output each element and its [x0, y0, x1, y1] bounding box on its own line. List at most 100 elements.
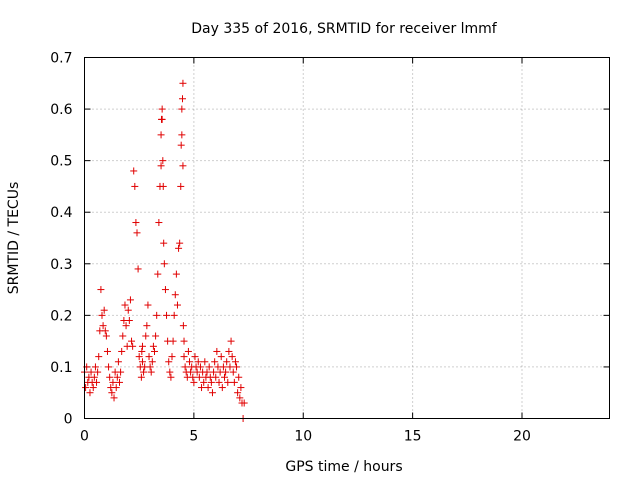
y-axis-label: SRMTID / TECUs: [6, 182, 22, 295]
data-point: [235, 373, 243, 381]
data-point: [159, 157, 167, 165]
data-point: [211, 358, 219, 366]
data-point: [155, 219, 163, 227]
data-point: [130, 167, 138, 175]
data-point: [160, 260, 168, 268]
data-point: [90, 373, 98, 381]
y-tick-label: 0.3: [50, 257, 72, 273]
data-point: [179, 322, 187, 330]
data-point: [223, 358, 231, 366]
data-point: [189, 373, 197, 381]
data-point: [93, 378, 101, 386]
data-point: [105, 363, 113, 371]
data-point: [212, 373, 220, 381]
data-point: [176, 239, 184, 247]
data-point: [170, 311, 178, 319]
data-point: [131, 182, 139, 190]
data-point: [184, 347, 192, 355]
data-point: [224, 378, 232, 386]
data-point: [237, 384, 245, 392]
data-point: [179, 79, 187, 87]
data-point: [219, 363, 227, 371]
data-point: [203, 368, 211, 376]
data-point: [180, 353, 188, 361]
data-point: [153, 311, 161, 319]
x-tick-label: 0: [80, 429, 89, 445]
data-point: [168, 353, 176, 361]
data-point: [101, 327, 109, 335]
grid-layer: [84, 57, 610, 419]
data-point: [177, 182, 185, 190]
x-axis-label: GPS time / hours: [285, 459, 402, 475]
data-point: [196, 363, 204, 371]
data-points: [81, 79, 248, 422]
data-point: [166, 368, 174, 376]
data-point: [82, 384, 90, 392]
data-point: [218, 384, 226, 392]
data-point: [225, 347, 233, 355]
data-point: [148, 358, 156, 366]
data-point: [226, 363, 234, 371]
data-point: [157, 131, 165, 139]
data-point: [99, 322, 107, 330]
data-point: [132, 219, 140, 227]
data-point: [230, 378, 238, 386]
data-point: [198, 384, 206, 392]
x-tick-label: 10: [294, 429, 312, 445]
data-point: [121, 301, 129, 309]
y-tick-label: 0: [64, 412, 73, 428]
x-tick-label: 15: [404, 429, 422, 445]
data-point: [157, 162, 165, 170]
y-tick-label: 0.5: [50, 154, 72, 170]
y-tick-label: 0.1: [50, 360, 72, 376]
y-tick-label: 0.4: [50, 205, 72, 221]
data-point: [165, 358, 173, 366]
data-point: [138, 358, 146, 366]
x-tick-label: 20: [513, 429, 531, 445]
data-point: [190, 378, 198, 386]
data-point: [215, 378, 223, 386]
data-point: [102, 332, 110, 340]
data-point: [146, 363, 154, 371]
data-point: [124, 306, 132, 314]
data-point: [138, 347, 146, 355]
data-point: [140, 368, 148, 376]
data-point: [210, 368, 218, 376]
data-point: [231, 358, 239, 366]
tick-layer: 0 0.1 0.2 0.3 0.4 0.5 0.6 0.7 0 5 10 15 20: [50, 51, 610, 445]
data-point: [180, 337, 188, 345]
y-tick-label: 0.7: [50, 51, 72, 67]
data-point: [204, 384, 212, 392]
data-point: [213, 347, 221, 355]
data-point: [129, 342, 137, 350]
data-point: [161, 286, 169, 294]
data-point: [134, 265, 142, 273]
data-point: [152, 332, 160, 340]
data-point: [179, 162, 187, 170]
data-point: [178, 131, 186, 139]
data-point: [119, 332, 127, 340]
data-point: [143, 322, 151, 330]
data-point: [138, 342, 146, 350]
data-point: [236, 394, 244, 402]
data-point: [151, 347, 158, 355]
data-point: [118, 347, 126, 355]
data-point: [109, 378, 117, 386]
data-point: [154, 270, 162, 278]
data-point: [91, 363, 99, 371]
data-point: [97, 286, 105, 294]
data-point: [195, 373, 203, 381]
data-point: [160, 239, 168, 247]
data-point: [137, 373, 145, 381]
data-point: [103, 347, 111, 355]
data-point: [133, 229, 141, 237]
data-point: [128, 337, 136, 345]
data-point: [112, 384, 120, 392]
data-point: [117, 368, 125, 376]
data-point: [228, 353, 236, 361]
data-point: [221, 373, 228, 381]
data-point: [87, 368, 95, 376]
data-point: [100, 306, 108, 314]
y-tick-label: 0.6: [50, 102, 72, 118]
